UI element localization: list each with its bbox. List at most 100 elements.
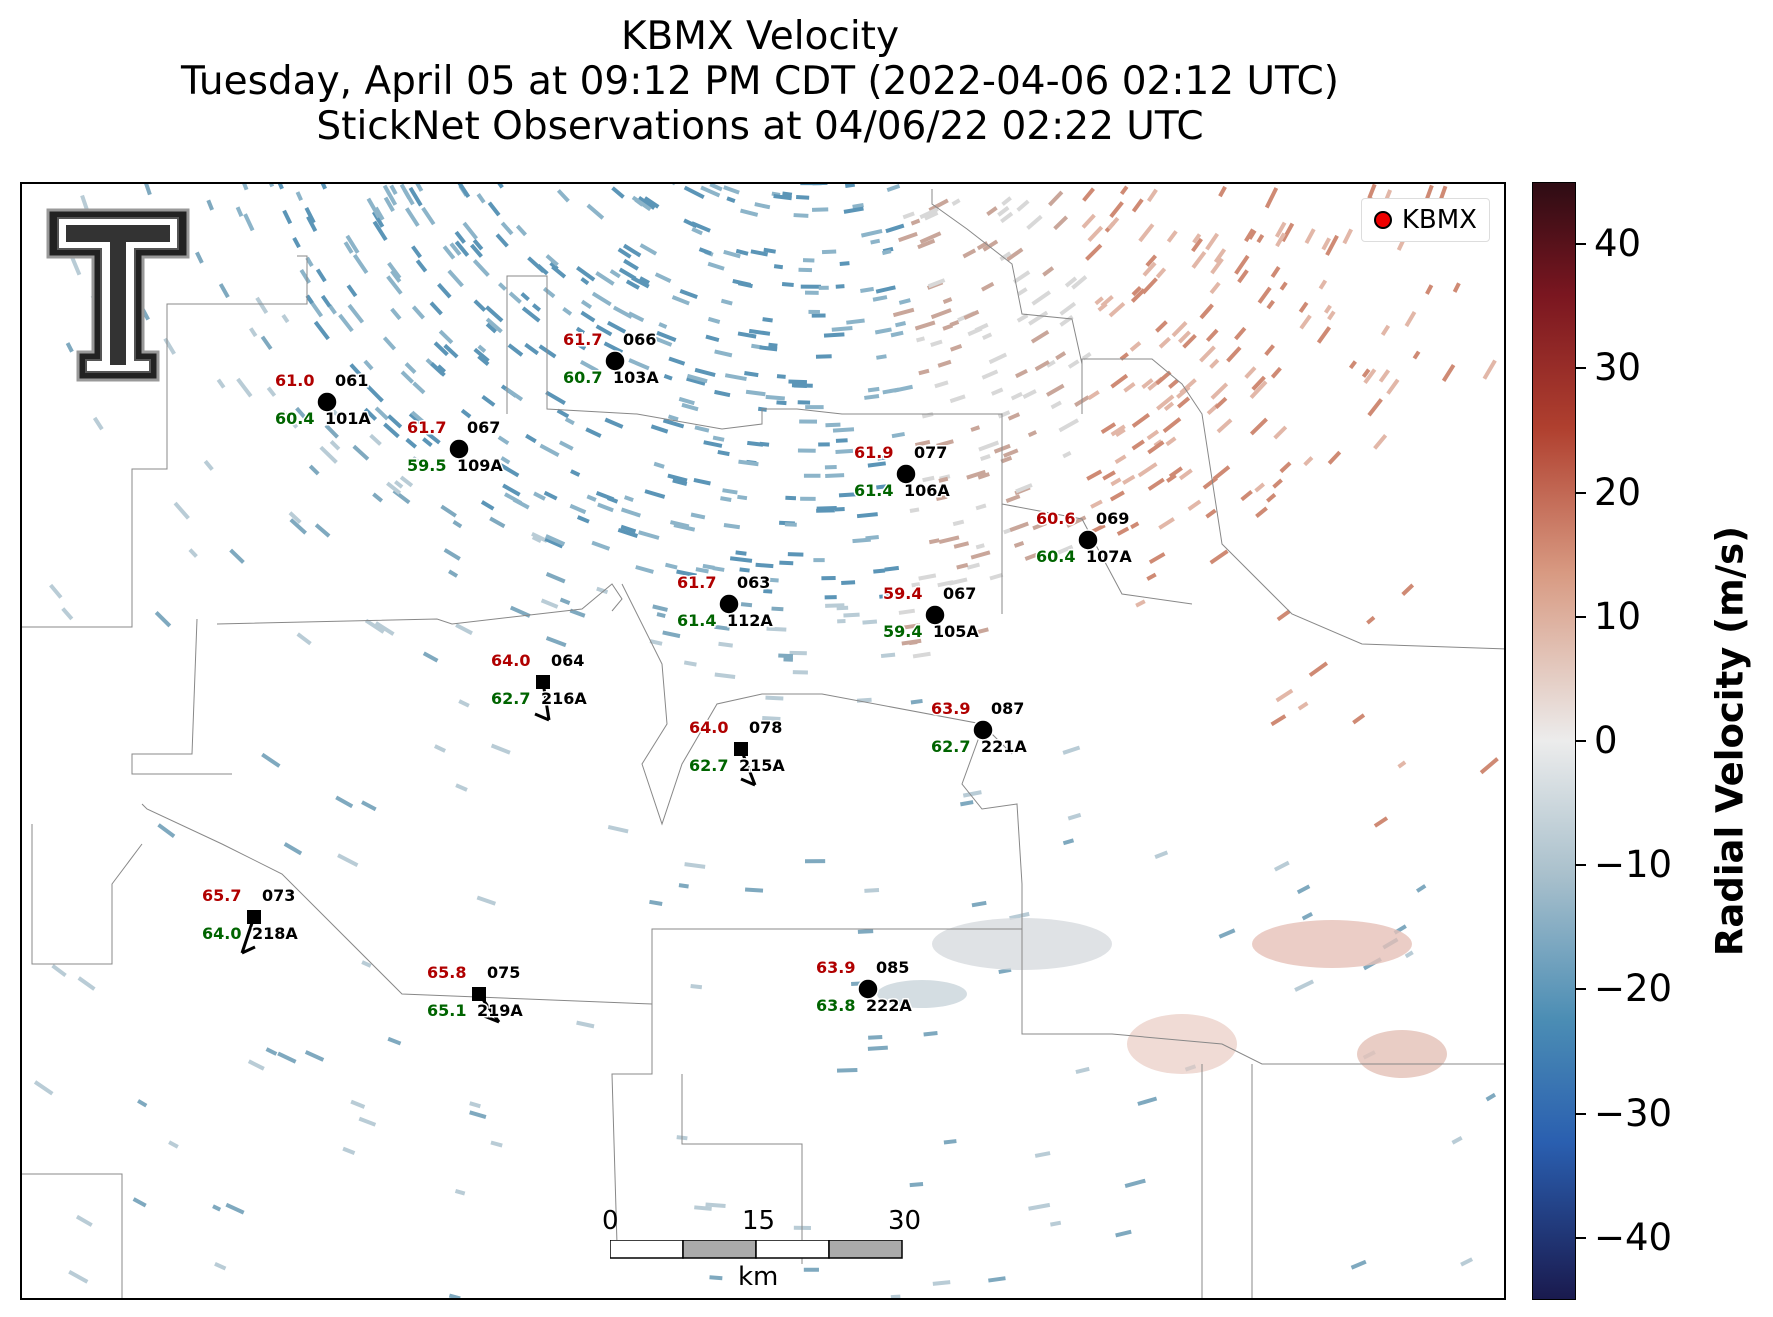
station-temp: 60.6 xyxy=(1036,509,1075,528)
station-107A: 60.6 069 60.4 107A xyxy=(1035,508,1134,568)
station-temp: 61.9 xyxy=(854,443,893,462)
station-id: 107A xyxy=(1086,547,1132,566)
station-dewpoint: 62.7 xyxy=(491,689,530,708)
station-temp: 64.0 xyxy=(689,718,728,737)
station-circle-marker xyxy=(1077,529,1099,551)
scale-label-30: 30 xyxy=(888,1206,922,1236)
title-line-2: Tuesday, April 05 at 09:12 PM CDT (2022-… xyxy=(180,59,1340,104)
station-id: 219A xyxy=(477,1001,523,1020)
station-dewpoint: 60.4 xyxy=(275,409,314,428)
station-dewpoint: 63.8 xyxy=(816,996,855,1015)
colorbar-tick xyxy=(1576,243,1586,246)
station-dewpoint: 61.4 xyxy=(677,611,716,630)
title-line-1: KBMX Velocity xyxy=(620,14,900,59)
scale-label-0: 0 xyxy=(602,1206,619,1236)
colorbar-tick-label: 10 xyxy=(1594,594,1642,638)
station-id: 109A xyxy=(457,456,503,475)
station-temp: 63.9 xyxy=(931,699,970,718)
station-id: 222A xyxy=(866,996,912,1015)
station-square-marker xyxy=(247,910,261,924)
station-pressure: 066 xyxy=(623,330,656,349)
station-106A: 61.9 077 61.4 106A xyxy=(853,442,952,502)
station-105A: 59.4 067 59.4 105A xyxy=(882,583,981,643)
wind-barb-flag xyxy=(740,777,756,787)
station-pressure: 078 xyxy=(749,718,782,737)
colorbar-tick xyxy=(1576,1236,1586,1239)
station-103A: 61.7 066 60.7 103A xyxy=(562,329,661,389)
station-temp: 59.4 xyxy=(883,584,922,603)
colorbar-tick xyxy=(1576,1112,1586,1115)
map-legend: KBMX xyxy=(1360,198,1490,242)
station-221A: 63.9 087 62.7 221A xyxy=(930,698,1029,758)
station-temp: 63.9 xyxy=(816,958,855,977)
station-circle-marker xyxy=(924,604,946,626)
radar-map: 61.0 061 60.4 101A 61.7 067 59.5 109A 61.7 066 60.… xyxy=(20,182,1506,1300)
station-circle-marker xyxy=(316,391,338,413)
station-dewpoint: 61.4 xyxy=(854,481,893,500)
station-pressure: 064 xyxy=(551,651,584,670)
station-112A: 61.7 063 61.4 112A xyxy=(676,572,775,632)
station-id: 105A xyxy=(933,622,979,641)
station-square-marker xyxy=(536,675,550,689)
velocity-field xyxy=(33,184,1499,1298)
colorbar-tick-label: −10 xyxy=(1594,843,1673,887)
radar-marker-icon xyxy=(1373,211,1392,229)
station-temp: 61.7 xyxy=(407,418,446,437)
station-222A: 63.9 085 63.8 222A xyxy=(815,957,914,1017)
colorbar-tick xyxy=(1576,740,1586,742)
station-pressure: 067 xyxy=(943,584,976,603)
station-215A: 64.0 078 62.7 215A xyxy=(688,717,787,787)
title-line-3: StickNet Observations at 04/06/22 02:22 … xyxy=(316,104,1204,149)
colorbar-tick-label: −40 xyxy=(1594,1215,1673,1259)
figure-title: KBMX Velocity Tuesday, April 05 at 09:12… xyxy=(0,14,1520,149)
station-temp: 65.8 xyxy=(427,963,466,982)
station-temp: 61.7 xyxy=(563,330,602,349)
station-id: 106A xyxy=(904,481,950,500)
station-id: 215A xyxy=(739,756,785,775)
station-circle-marker xyxy=(857,978,879,1000)
station-dewpoint: 62.7 xyxy=(931,737,970,756)
station-square-marker xyxy=(472,987,486,1001)
colorbar-tick-label: 0 xyxy=(1594,719,1618,762)
station-218A: 65.7 073 64.0 218A xyxy=(201,885,300,955)
station-dewpoint: 62.7 xyxy=(689,756,728,775)
station-dewpoint: 65.1 xyxy=(427,1001,466,1020)
legend-label: KBMX xyxy=(1401,205,1477,235)
wind-barb-flag xyxy=(534,712,550,722)
station-id: 221A xyxy=(981,737,1027,756)
station-pressure: 073 xyxy=(262,886,295,905)
scale-unit: km xyxy=(738,1262,779,1292)
station-circle-marker xyxy=(972,719,994,741)
station-pressure: 075 xyxy=(487,963,520,982)
station-temp: 64.0 xyxy=(491,651,530,670)
station-temp: 61.7 xyxy=(677,573,716,592)
colorbar-tick-label: −30 xyxy=(1594,1091,1673,1135)
station-pressure: 061 xyxy=(335,371,368,390)
colorbar xyxy=(1532,182,1576,1300)
station-circle-marker xyxy=(448,438,470,460)
station-pressure: 087 xyxy=(991,699,1024,718)
colorbar-tick-label: 40 xyxy=(1594,222,1642,266)
station-circle-marker xyxy=(718,593,740,615)
colorbar-tick xyxy=(1576,864,1586,867)
station-pressure: 063 xyxy=(737,573,770,592)
colorbar-tick xyxy=(1576,988,1586,991)
station-pressure: 069 xyxy=(1096,509,1129,528)
colorbar-tick-label: 30 xyxy=(1594,346,1642,390)
station-id: 218A xyxy=(252,924,298,943)
wind-barb-flag xyxy=(483,1014,500,1024)
station-id: 216A xyxy=(541,689,587,708)
station-pressure: 077 xyxy=(914,443,947,462)
colorbar-tick xyxy=(1576,615,1586,618)
map-canvas: 61.0 061 60.4 101A 61.7 067 59.5 109A 61.7 066 60.… xyxy=(22,184,1504,1298)
station-temp: 61.0 xyxy=(275,371,314,390)
station-square-marker xyxy=(734,742,748,756)
station-id: 112A xyxy=(727,611,773,630)
station-dewpoint: 64.0 xyxy=(202,924,241,943)
station-dewpoint: 59.4 xyxy=(883,622,922,641)
station-dewpoint: 59.5 xyxy=(407,456,446,475)
station-dewpoint: 60.7 xyxy=(563,368,602,387)
station-temp: 65.7 xyxy=(202,886,241,905)
colorbar-tick-label: 20 xyxy=(1594,470,1642,514)
county-boundaries xyxy=(22,189,1504,1298)
